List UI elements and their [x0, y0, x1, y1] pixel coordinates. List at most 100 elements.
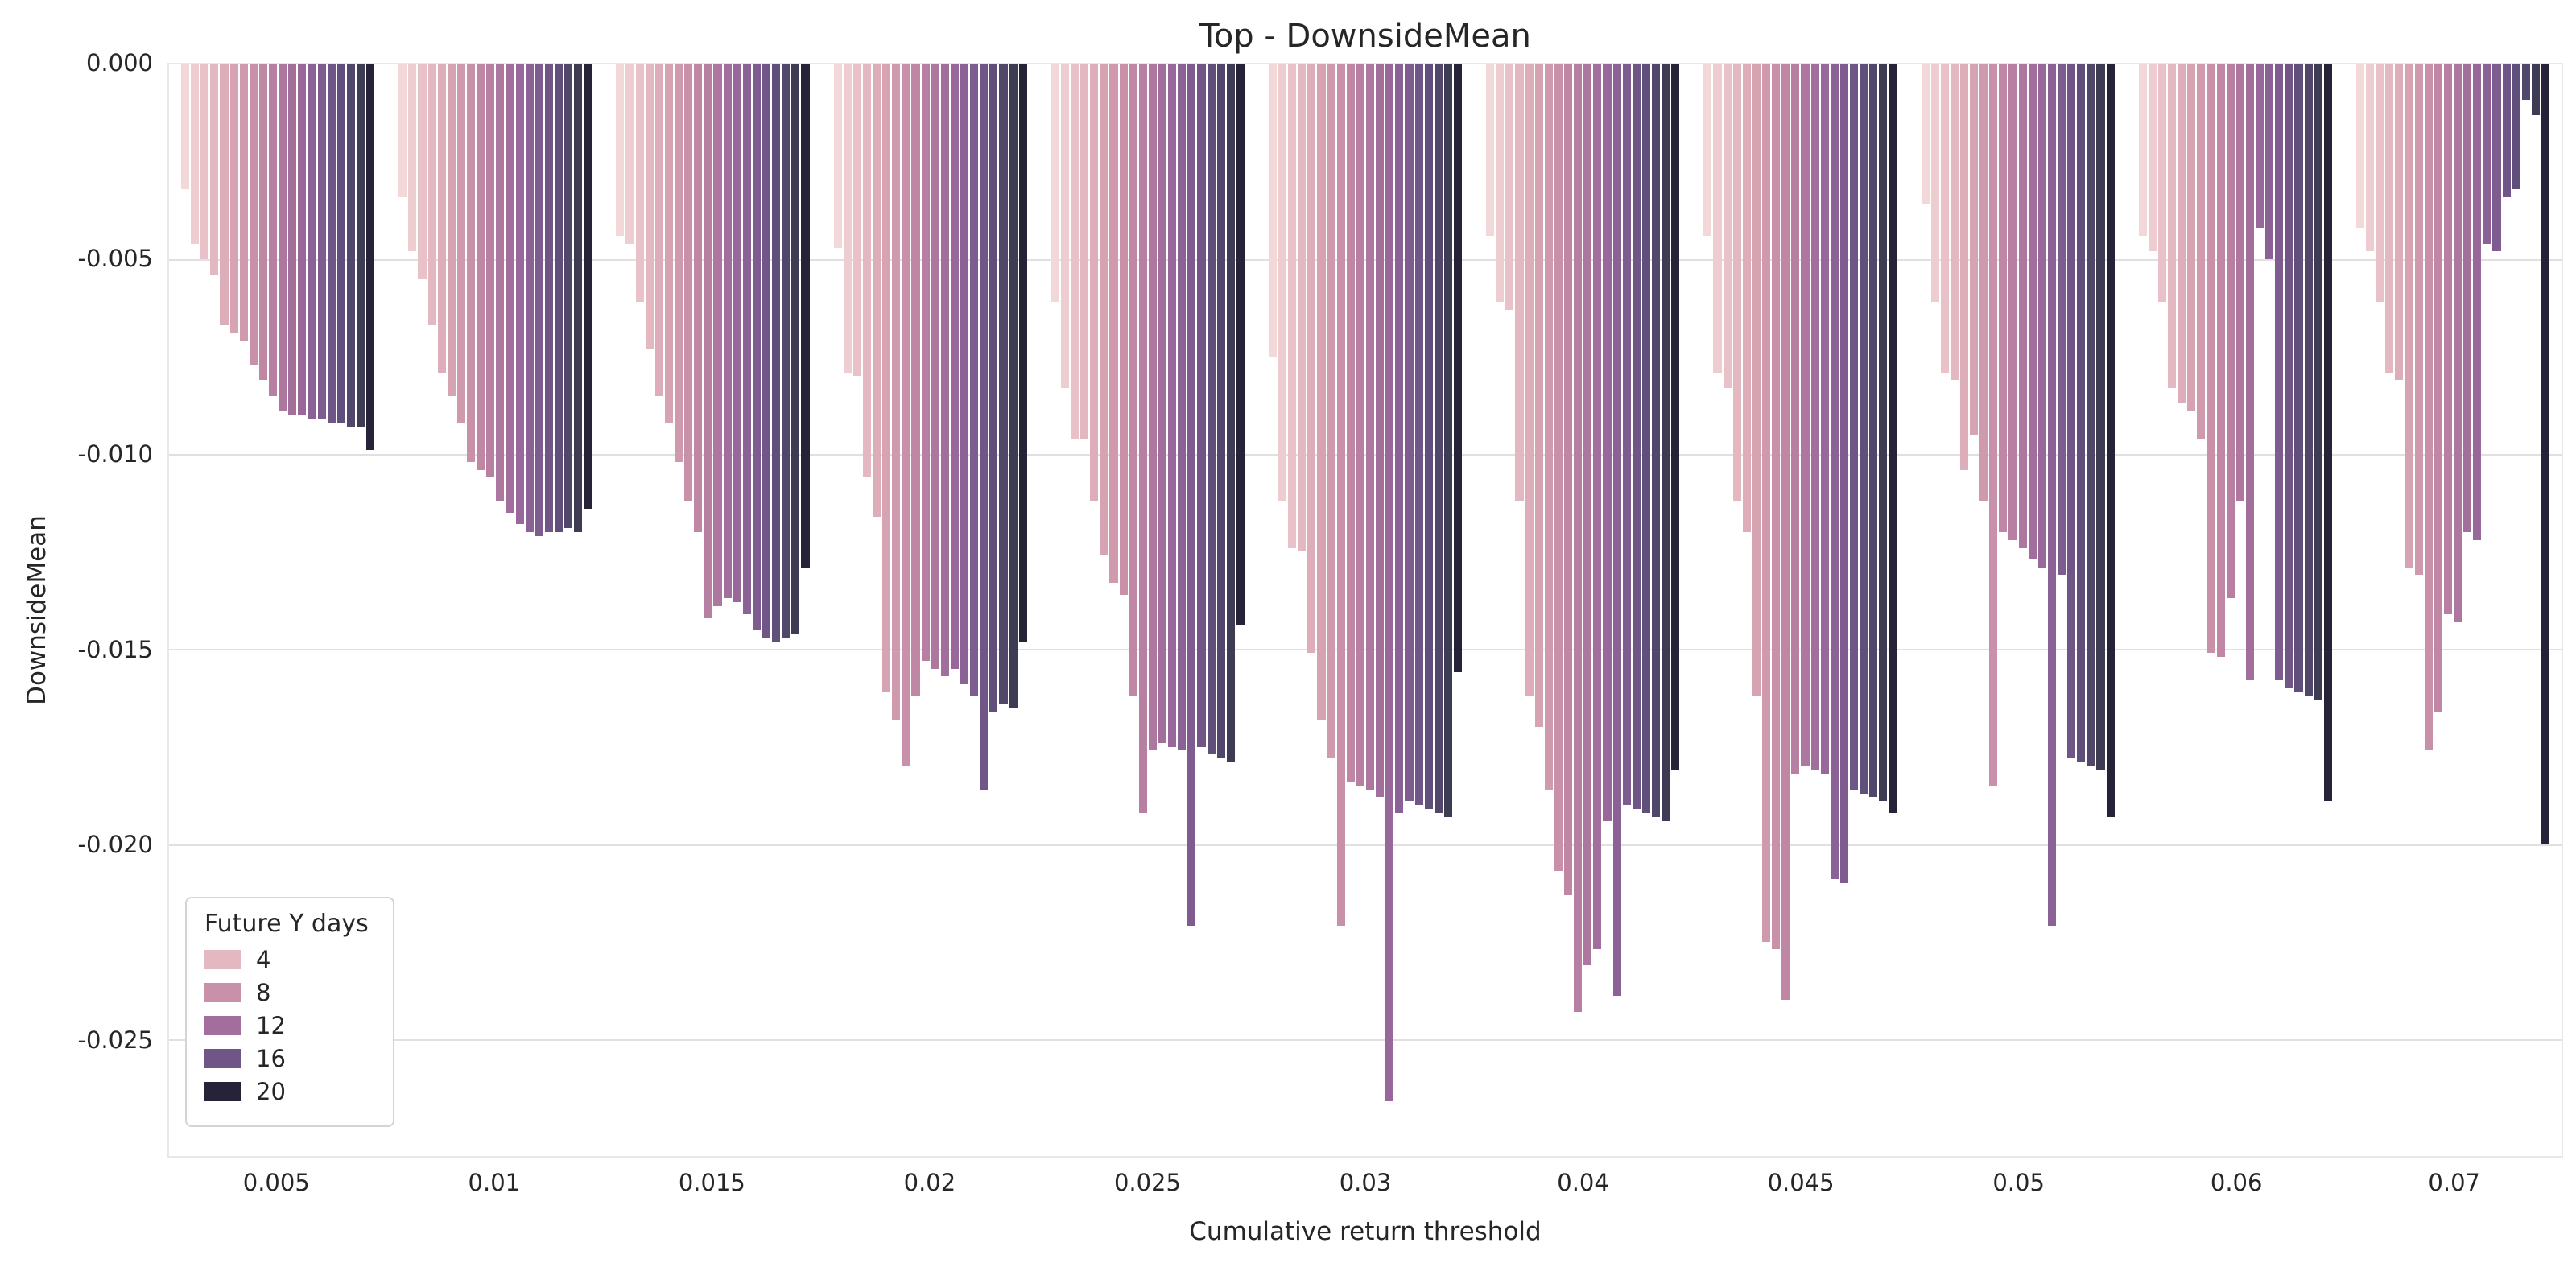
bar [456, 64, 465, 423]
bar [2148, 64, 2157, 252]
bar [1989, 64, 1998, 786]
bar [308, 64, 316, 419]
bar [752, 64, 762, 630]
bar [2521, 64, 2530, 100]
bar [515, 64, 524, 525]
bar [1216, 64, 1225, 759]
bar-group [1039, 64, 1257, 1156]
bar [239, 64, 248, 341]
bar [1346, 64, 1355, 782]
bar [970, 64, 979, 696]
bar [1207, 64, 1216, 755]
bar [2275, 64, 2284, 681]
bar [782, 64, 791, 638]
bar [1772, 64, 1781, 950]
bar [1525, 64, 1534, 696]
bar-group [1257, 64, 1474, 1156]
bar [1810, 64, 1819, 770]
gridline [169, 1038, 2562, 1041]
bar [1080, 64, 1089, 439]
legend-entry: 20 [204, 1078, 369, 1105]
bar [2018, 64, 2027, 548]
bar [2405, 64, 2413, 568]
bar [2385, 64, 2394, 373]
bar [1612, 64, 1621, 997]
bar [2187, 64, 2196, 411]
bars-layer [169, 64, 2562, 1156]
bar [950, 64, 959, 669]
bar [574, 64, 583, 533]
bar [625, 64, 634, 244]
bar [1849, 64, 1859, 790]
bar [1879, 64, 1888, 802]
bar [902, 64, 910, 766]
x-tick-label: 0.05 [1992, 1169, 2045, 1196]
x-tick-label: 0.02 [903, 1169, 956, 1196]
bar [1424, 64, 1433, 809]
bar [584, 64, 592, 510]
bar [554, 64, 564, 533]
bar [2323, 64, 2332, 802]
bar [1940, 64, 1949, 373]
bar [1454, 64, 1463, 673]
bar [535, 64, 543, 536]
bar [2414, 64, 2423, 576]
bar [2265, 64, 2274, 260]
legend-entries: 4 8 12 16 20 [204, 946, 369, 1105]
bar [2304, 64, 2313, 696]
bar [1593, 64, 1602, 950]
bar [2463, 64, 2472, 533]
legend-entry-label: 12 [256, 1012, 286, 1039]
bar [2077, 64, 2086, 762]
bar [704, 64, 712, 618]
gridline [169, 259, 2562, 262]
bar [1385, 64, 1394, 1102]
bar [1018, 64, 1027, 642]
bar [2037, 64, 2046, 568]
bar-group [2344, 64, 2562, 1156]
bar [210, 64, 219, 275]
bar [1197, 64, 1206, 747]
bar [2294, 64, 2303, 692]
bar [2207, 64, 2215, 654]
bar-group [169, 64, 386, 1156]
legend-entry-label: 20 [256, 1078, 286, 1105]
bar [2453, 64, 2462, 622]
bar [1119, 64, 1128, 595]
legend: Future Y days 4 8 12 16 20 [185, 897, 394, 1127]
bar [2443, 64, 2452, 614]
bar [675, 64, 683, 462]
bar [356, 64, 365, 427]
bar [911, 64, 920, 696]
legend-entry: 12 [204, 1012, 369, 1039]
bar [2226, 64, 2235, 599]
bar [1051, 64, 1059, 303]
bar [2434, 64, 2442, 712]
bar [664, 64, 674, 423]
y-tick-label: -0.025 [77, 1026, 154, 1055]
bar [2216, 64, 2225, 658]
bar [694, 64, 703, 533]
bar [1307, 64, 1316, 654]
bar [220, 64, 229, 326]
bar [1534, 64, 1543, 728]
legend-swatch [204, 950, 242, 969]
bar [486, 64, 495, 478]
legend-title: Future Y days [204, 910, 369, 938]
bar [2028, 64, 2037, 560]
bar [447, 64, 456, 396]
bar [1574, 64, 1583, 1012]
bar [772, 64, 781, 642]
bar [229, 64, 238, 334]
bar [1138, 64, 1147, 813]
bar [1603, 64, 1612, 821]
bar [1268, 64, 1278, 357]
bar [249, 64, 258, 365]
bar [1869, 64, 1878, 798]
gridline [169, 454, 2562, 456]
bar [654, 64, 663, 396]
bar [1158, 64, 1167, 743]
bar [1820, 64, 1829, 774]
bar [2138, 64, 2147, 237]
bar [733, 64, 741, 603]
